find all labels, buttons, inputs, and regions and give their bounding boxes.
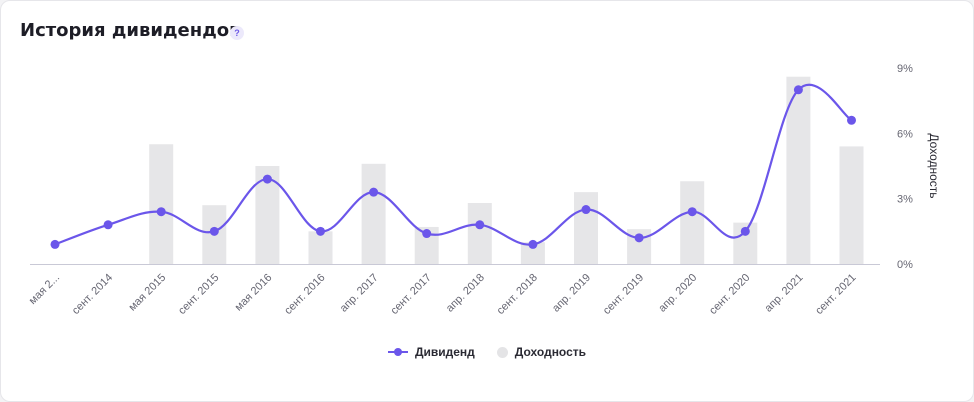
dividend-point <box>634 233 644 243</box>
dividend-point <box>156 207 166 217</box>
help-icon[interactable]: ? <box>230 26 244 40</box>
x-tick-label: сент. 2019 <box>601 272 646 317</box>
yield-bar <box>149 144 174 264</box>
x-tick-label: сент. 2014 <box>70 272 115 317</box>
x-tick-label: апр. 2020 <box>656 272 699 315</box>
legend-label-yield: Доходность <box>514 345 587 359</box>
yield-bar <box>574 192 598 264</box>
yield-bar <box>361 163 386 264</box>
y2-tick-label: 6% <box>897 128 913 140</box>
x-tick-label: сент. 2016 <box>282 272 327 317</box>
dividend-point <box>475 220 485 230</box>
yield-bar <box>839 146 864 264</box>
yield-bar <box>467 203 492 264</box>
x-tick-label: сент. 2020 <box>707 272 752 317</box>
yield-bar <box>680 181 705 264</box>
legend-bar-marker <box>496 346 508 358</box>
x-tick-label: сент. 2017 <box>388 272 433 317</box>
legend-item-dividend[interactable]: Дивиденд <box>387 345 475 359</box>
y2-axis-title: Доходность <box>927 133 941 198</box>
legend-item-yield[interactable]: Доходность <box>496 345 587 359</box>
dividend-point <box>793 85 803 95</box>
dividend-point <box>316 226 325 236</box>
dividend-point <box>687 207 697 217</box>
x-tick-label: мая 2015 <box>126 272 168 314</box>
dividend-point <box>209 226 219 236</box>
yield-bar <box>308 231 333 264</box>
x-tick-label: сент. 2018 <box>495 272 540 317</box>
x-tick-label: апр. 2018 <box>444 272 487 315</box>
x-tick-label: апр. 2019 <box>550 272 593 315</box>
yield-bar <box>786 76 811 264</box>
chart-legend: Дивиденд Доходность <box>0 345 974 359</box>
dividend-line <box>54 83 853 246</box>
y2-tick-label: 9% <box>897 63 913 75</box>
x-tick-label: апр. 2017 <box>338 272 381 315</box>
dividend-point <box>369 187 379 197</box>
dividend-point <box>422 229 432 239</box>
dividend-point <box>528 239 538 249</box>
y2-tick-label: 0% <box>897 259 913 271</box>
yield-bar <box>520 242 545 264</box>
legend-label-dividend: Дивиденд <box>414 345 475 359</box>
dividend-point <box>847 115 856 125</box>
dividend-point <box>50 239 60 249</box>
dividend-point <box>103 220 113 230</box>
x-tick-label: мая 2... <box>27 272 62 307</box>
legend-line-marker <box>387 348 408 356</box>
dividend-point <box>740 226 750 236</box>
x-tick-label: апр. 2021 <box>763 272 806 315</box>
x-tick-label: сент. 2015 <box>176 272 221 317</box>
x-tick-label: сент. 2021 <box>813 272 858 317</box>
dividend-point <box>581 205 591 215</box>
chart-title: История дивидендов <box>20 20 241 41</box>
dividend-point <box>262 174 272 184</box>
y2-tick-label: 3% <box>897 194 913 206</box>
x-tick-label: мая 2016 <box>233 272 275 314</box>
